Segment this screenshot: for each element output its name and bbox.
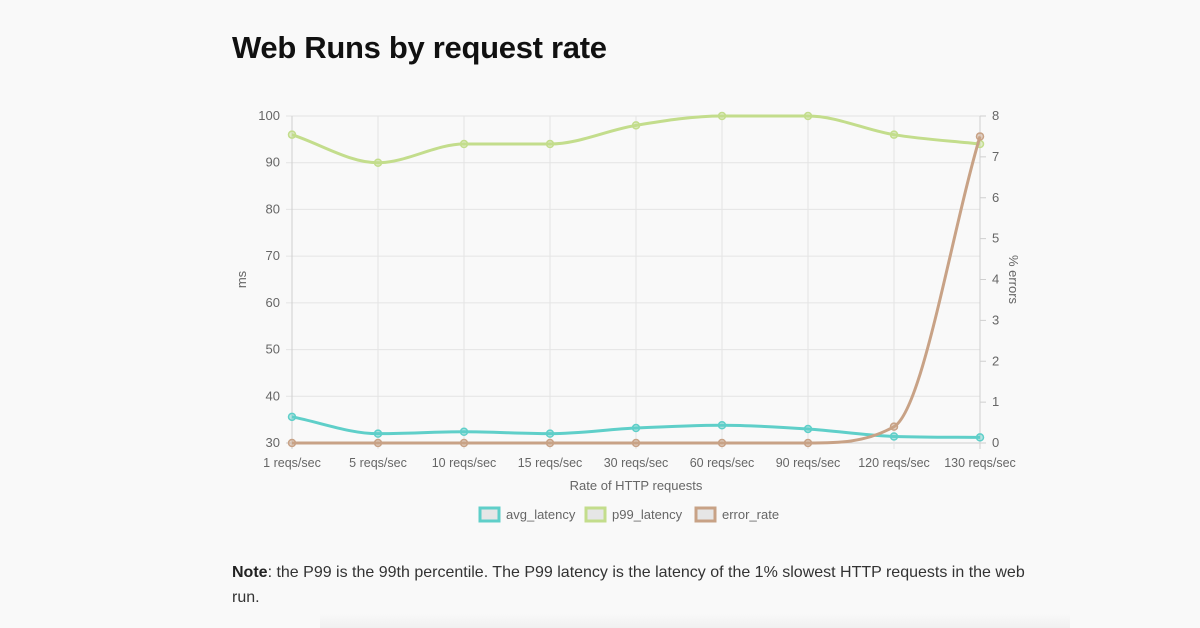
chart-legend: avg_latency p99_latency error_rate bbox=[478, 506, 779, 523]
p99_latency-point bbox=[889, 130, 899, 139]
note-label: Note bbox=[232, 564, 268, 581]
p99_latency-point bbox=[631, 121, 641, 130]
error_rate-point bbox=[631, 438, 641, 448]
y2-tick-label: 4 bbox=[992, 272, 999, 287]
avg_latency-line bbox=[291, 415, 981, 439]
error_rate-point bbox=[373, 438, 383, 448]
p99_latency-legend-label: p99_latency bbox=[612, 507, 683, 522]
chart-grid bbox=[286, 115, 986, 449]
y2-tick-label: 6 bbox=[992, 190, 999, 205]
y2-axis-title: % errors bbox=[1006, 255, 1021, 305]
x-tick-label: 1 reqs/sec bbox=[263, 456, 321, 470]
x-tick-label: 130 reqs/sec bbox=[944, 456, 1016, 470]
avg_latency-point bbox=[545, 429, 555, 438]
y2-tick-label: 8 bbox=[992, 108, 999, 123]
note-paragraph: Note: the P99 is the 99th percentile. Th… bbox=[232, 560, 1032, 610]
y-tick-label: 70 bbox=[266, 248, 280, 263]
y-tick-label: 90 bbox=[266, 155, 280, 170]
y2-tick-label: 2 bbox=[992, 353, 999, 368]
y2-tick-label: 0 bbox=[992, 435, 999, 450]
x-tick-label: 90 reqs/sec bbox=[776, 456, 841, 470]
y-tick-label: 50 bbox=[266, 342, 280, 357]
error_rate-legend-swatch bbox=[694, 506, 717, 523]
avg_latency-point bbox=[287, 412, 297, 422]
x-tick-label: 120 reqs/sec bbox=[858, 456, 930, 470]
y-tick-label: 30 bbox=[266, 435, 280, 450]
x-tick-label: 15 reqs/sec bbox=[518, 456, 583, 470]
avg_latency-point bbox=[803, 424, 813, 434]
avg_latency-point bbox=[459, 427, 469, 437]
avg_latency-point bbox=[631, 423, 641, 433]
y-tick-label: 60 bbox=[266, 295, 280, 310]
avg_latency-point bbox=[889, 432, 899, 441]
y-axis-title: ms bbox=[234, 270, 249, 288]
y2-tick-label: 5 bbox=[992, 231, 999, 246]
avg_latency-legend-label: avg_latency bbox=[506, 507, 576, 522]
x-tick-label: 60 reqs/sec bbox=[690, 456, 755, 470]
avg_latency-legend-swatch bbox=[478, 506, 501, 523]
p99_latency-point bbox=[459, 139, 469, 149]
p99_latency-legend-swatch bbox=[584, 506, 607, 523]
note-text: : the P99 is the 99th percentile. The P9… bbox=[232, 564, 1025, 606]
chart-series bbox=[287, 111, 985, 448]
y-tick-label: 40 bbox=[266, 388, 280, 403]
page-title: Web Runs by request rate bbox=[232, 30, 607, 65]
y-tick-label: 100 bbox=[258, 108, 280, 123]
p99_latency-point bbox=[545, 139, 555, 149]
x-tick-label: 30 reqs/sec bbox=[604, 456, 669, 470]
avg_latency-point bbox=[373, 429, 383, 438]
p99_latency-point bbox=[717, 111, 727, 121]
error_rate-point bbox=[975, 132, 985, 141]
y-tick-label: 80 bbox=[266, 201, 280, 216]
line-chart: 30 40 50 60 70 80 90 100 0 1 2 3 4 5 6 7 8 1 reqs/sec 5 re… bbox=[234, 108, 1021, 523]
error_rate-point bbox=[459, 438, 469, 448]
error_rate-point bbox=[803, 438, 813, 448]
error_rate-point bbox=[717, 438, 727, 448]
error_rate-point bbox=[545, 438, 555, 448]
x-tick-label: 5 reqs/sec bbox=[349, 456, 407, 470]
y2-tick-label: 1 bbox=[992, 394, 999, 409]
error_rate-point bbox=[287, 438, 297, 448]
y2-tick-label: 7 bbox=[992, 149, 999, 164]
p99_latency-point bbox=[373, 158, 383, 167]
p99_latency-point bbox=[803, 111, 813, 121]
p99_latency-line bbox=[291, 114, 981, 165]
error_rate-legend-label: error_rate bbox=[722, 507, 779, 522]
error_rate-point bbox=[889, 422, 899, 431]
bottom-divider bbox=[320, 614, 1070, 628]
x-tick-label: 10 reqs/sec bbox=[432, 456, 497, 470]
avg_latency-point bbox=[717, 420, 727, 430]
y2-tick-label: 3 bbox=[992, 312, 999, 327]
p99_latency-point bbox=[287, 130, 297, 139]
chart-axes: 30 40 50 60 70 80 90 100 0 1 2 3 4 5 6 7 8 1 reqs/sec 5 re… bbox=[234, 108, 1021, 493]
x-axis-title: Rate of HTTP requests bbox=[570, 478, 703, 493]
avg_latency-point bbox=[975, 433, 985, 442]
error_rate-line bbox=[292, 136, 982, 445]
